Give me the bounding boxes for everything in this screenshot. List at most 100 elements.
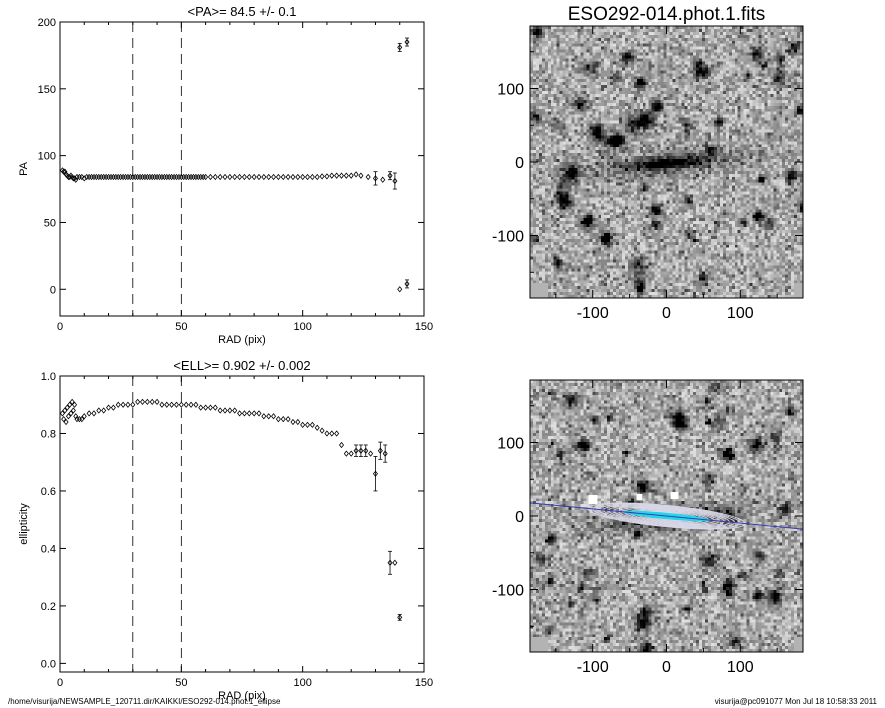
- x-tick-label: 100: [293, 677, 311, 689]
- x-tick-label: 0: [57, 677, 63, 689]
- x-tick-label: 100: [727, 305, 754, 322]
- data-point: [358, 447, 364, 454]
- data-point: [212, 173, 218, 181]
- data-point: [358, 172, 364, 179]
- data-point: [397, 614, 403, 621]
- data-point: [130, 401, 136, 408]
- data-point: [86, 410, 92, 417]
- data-point: [380, 176, 386, 183]
- data-point: [232, 407, 238, 414]
- data-point: [305, 173, 311, 181]
- x-tick-label: -100: [577, 305, 609, 322]
- y-tick-label: 0.6: [41, 486, 56, 498]
- data-point: [368, 450, 374, 457]
- data-point: [64, 404, 70, 411]
- data-point: [404, 38, 410, 46]
- data-point: [120, 401, 126, 408]
- data-point: [232, 173, 238, 181]
- data-point: [334, 430, 340, 437]
- x-tick-label: 50: [175, 321, 187, 333]
- data-point: [106, 404, 112, 411]
- data-point: [266, 413, 272, 420]
- data-point: [324, 430, 330, 437]
- data-point: [353, 171, 359, 178]
- data-point: [59, 410, 65, 417]
- data-point: [280, 173, 286, 181]
- data-point: [203, 173, 209, 181]
- data-point: [329, 430, 335, 437]
- data-point: [363, 447, 369, 454]
- data-point: [275, 415, 281, 423]
- data-point: [256, 173, 262, 181]
- data-point: [271, 413, 277, 420]
- data-point: [212, 404, 218, 411]
- data-point: [61, 168, 67, 175]
- data-point: [382, 450, 388, 457]
- x-tick-label: 100: [293, 321, 311, 333]
- y-tick-label: 1.0: [41, 371, 56, 383]
- ellipticity-plot: 0 50 100 150 0.0 0.2 0.4 0.6 0.8 1.0 <ELL>= 0.902 …: [18, 358, 433, 702]
- data-point: [68, 410, 74, 417]
- y-tick-label: 200: [38, 17, 56, 29]
- data-point: [280, 415, 286, 423]
- x-tick-label: 100: [727, 659, 754, 676]
- data-point: [139, 398, 146, 406]
- data-point: [365, 173, 371, 181]
- footer-user-stamp: visurija@pc091077 Mon Jul 18 10:58:33 20…: [714, 697, 877, 706]
- x-tick-label: 150: [415, 677, 433, 689]
- data-point: [91, 410, 97, 417]
- data-point: [62, 407, 68, 414]
- data-point: [164, 401, 170, 408]
- data-point: [159, 401, 165, 408]
- data-point: [387, 559, 393, 566]
- y-tick-label: 0: [515, 155, 524, 172]
- ellipse-fit-image-panel: -100 -100 0 0 100 100: [492, 379, 804, 676]
- y-tick-label: 0.0: [41, 658, 56, 670]
- data-point: [329, 172, 335, 179]
- data-point: [404, 280, 410, 288]
- data-point: [241, 173, 247, 181]
- plot-frame: [59, 375, 425, 673]
- data-point: [334, 172, 340, 179]
- data-point: [81, 413, 87, 420]
- data-point: [169, 401, 175, 408]
- y-tick-label: 100: [497, 81, 524, 98]
- data-point: [188, 401, 194, 408]
- y-tick-label: -100: [492, 583, 524, 600]
- data-point: [193, 401, 199, 408]
- y-tick-label: 150: [38, 84, 56, 96]
- y-tick-label: 0: [50, 284, 56, 296]
- data-point: [266, 173, 272, 181]
- data-point: [271, 173, 277, 181]
- data-point: [275, 173, 281, 181]
- data-point: [154, 398, 160, 406]
- x-tick-label: 0: [662, 659, 671, 676]
- data-point: [261, 413, 267, 420]
- x-axis-label: RAD (pix): [218, 690, 266, 702]
- data-point: [392, 559, 398, 566]
- masked-region: [670, 492, 679, 499]
- y-tick-label: 100: [497, 435, 524, 452]
- data-point: [372, 175, 378, 182]
- x-axis-label: RAD (pix): [218, 334, 266, 346]
- y-tick-label: 50: [44, 217, 56, 229]
- data-point: [79, 173, 85, 181]
- data-point: [343, 172, 349, 179]
- plot-title: <ELL>= 0.902 +/- 0.002: [173, 358, 310, 373]
- data-point: [261, 173, 267, 181]
- data-point: [319, 173, 325, 180]
- data-point: [198, 404, 204, 411]
- data-point: [63, 418, 69, 426]
- data-point: [72, 401, 78, 408]
- data-point: [70, 407, 76, 414]
- data-point: [207, 173, 213, 181]
- x-tick-label: -100: [577, 659, 609, 676]
- data-point: [314, 173, 320, 181]
- data-point: [183, 401, 189, 408]
- galaxy-image: [530, 26, 803, 298]
- y-axis-label: PA: [18, 161, 30, 176]
- data-point: [96, 407, 102, 414]
- data-point: [305, 421, 311, 428]
- data-point: [348, 172, 354, 179]
